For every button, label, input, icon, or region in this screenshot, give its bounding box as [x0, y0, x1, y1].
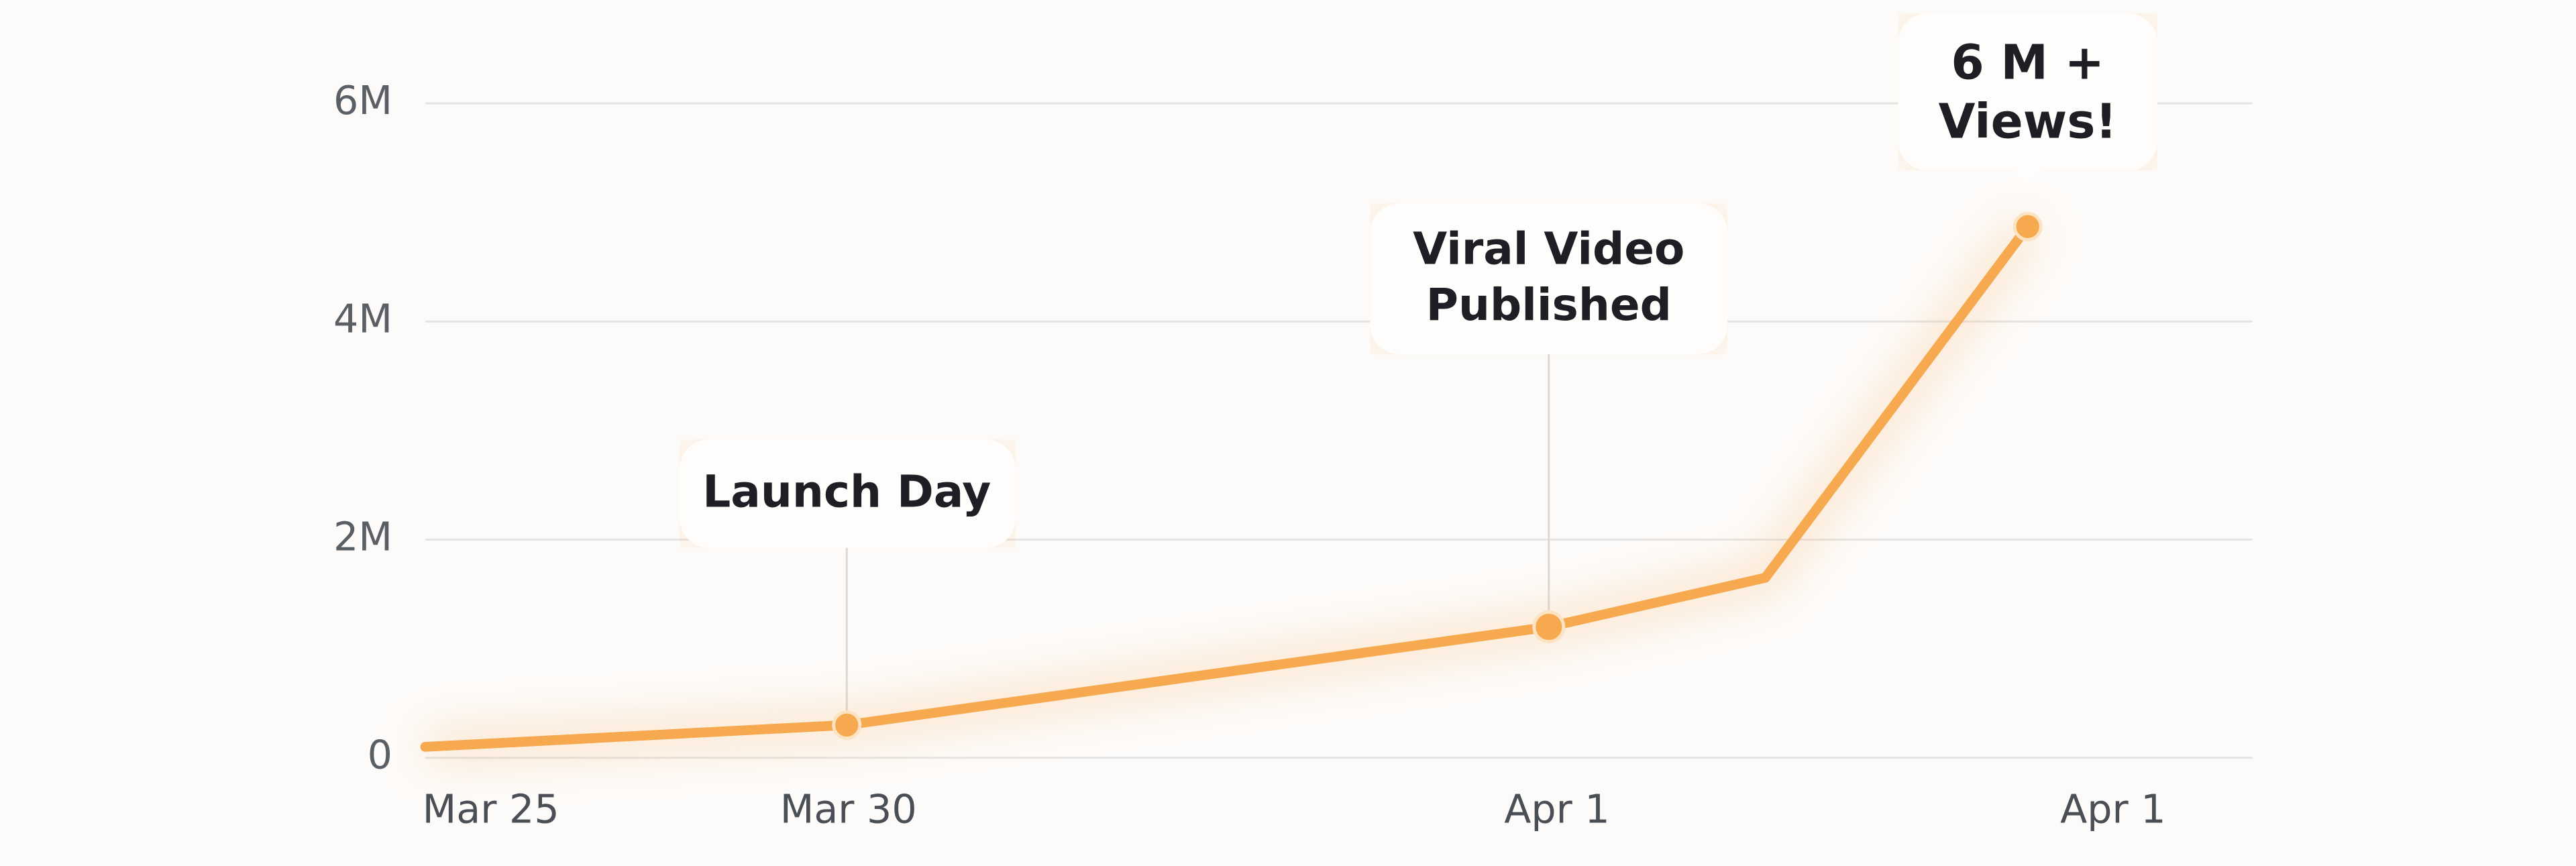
y-tick-label: 6M: [333, 78, 392, 123]
annotation: Launch Day: [678, 439, 1015, 548]
y-tick-label: 2M: [333, 515, 392, 560]
annotation: Viral Video Published: [1370, 203, 1728, 355]
point: [832, 710, 862, 740]
line: [420, 221, 2033, 752]
annotation: 6 M + Views!: [1898, 13, 2157, 171]
y-tick-label: 0: [368, 733, 392, 778]
x-tick-label: Apr 1: [1504, 786, 1609, 832]
annotation-text: Viral Video Published: [1370, 203, 1728, 355]
annotation-text: Launch Day: [678, 439, 1015, 548]
x-tick-label: Mar 30: [780, 786, 917, 832]
x-tick-label: Mar 25: [423, 786, 559, 832]
x-tick-label: Apr 1: [2060, 786, 2165, 832]
y-tick-label: 4M: [333, 296, 392, 341]
point: [2012, 211, 2043, 241]
annotation-pointer: [2011, 168, 2045, 189]
point: [1532, 610, 1566, 643]
annotation-text: 6 M + Views!: [1898, 13, 2157, 171]
